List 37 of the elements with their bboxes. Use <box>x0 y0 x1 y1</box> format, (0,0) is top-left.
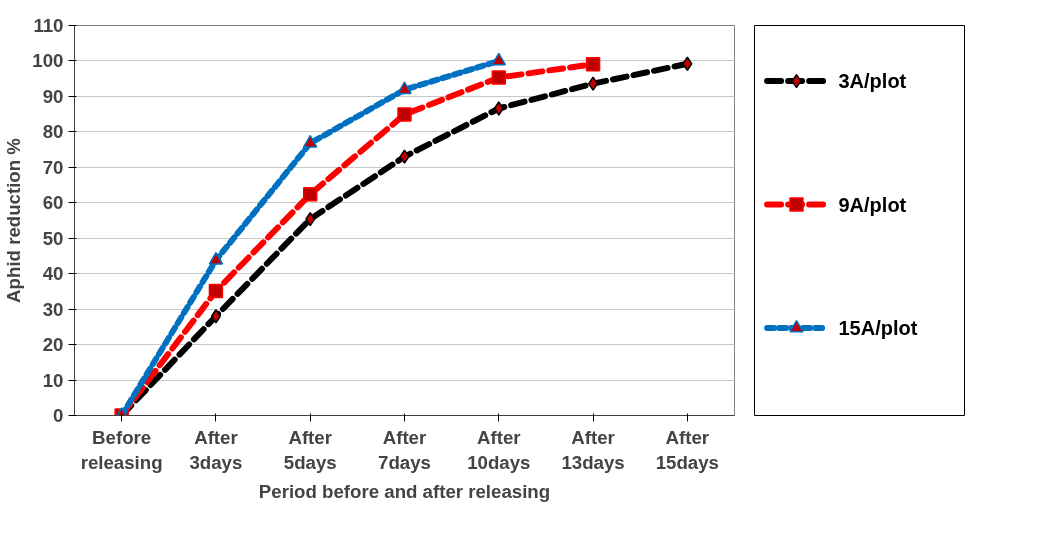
y-tick-label: 40 <box>42 263 64 285</box>
y-tick-label: 0 <box>53 405 64 426</box>
y-tick-label: 60 <box>42 192 64 214</box>
point <box>397 107 412 122</box>
legend-label: 3A/plot <box>838 70 907 93</box>
x-tick-label: After 7days <box>378 426 431 473</box>
point <box>585 56 601 72</box>
y-axis-title: Aphid reduction % <box>3 137 25 303</box>
x-tick-label: After 15days <box>655 426 719 473</box>
point <box>397 81 412 95</box>
point <box>493 101 504 116</box>
point <box>491 52 507 66</box>
y-tick-label: 20 <box>42 334 64 356</box>
x-tick-label: After 10days <box>467 426 531 473</box>
y-tick-label: 30 <box>42 298 64 320</box>
point <box>587 76 599 91</box>
point <box>208 251 224 265</box>
x-tick-label: After 5days <box>283 426 337 473</box>
legend-label: 9A/plot <box>838 193 907 216</box>
y-tick-label: 10 <box>42 369 64 391</box>
point <box>491 70 507 85</box>
point <box>210 308 222 324</box>
y-tick-label: 50 <box>42 227 64 249</box>
point <box>399 149 410 164</box>
x-tick-label: After 3days <box>189 426 243 473</box>
legend-label: 15A/plot <box>838 317 918 340</box>
point <box>208 283 224 299</box>
x-tick-label: Before releasing <box>80 426 163 473</box>
y-tick-label: 90 <box>42 85 64 107</box>
x-tick-label: After 13days <box>561 426 625 473</box>
y-tick-label: 100 <box>32 50 64 72</box>
x-axis-title: Period before and after releasing <box>258 480 551 502</box>
y-tick-label: 80 <box>42 121 64 143</box>
point <box>302 134 318 148</box>
point <box>302 187 318 202</box>
y-tick-label: 70 <box>42 156 64 178</box>
y-tick-label: 110 <box>33 15 64 36</box>
